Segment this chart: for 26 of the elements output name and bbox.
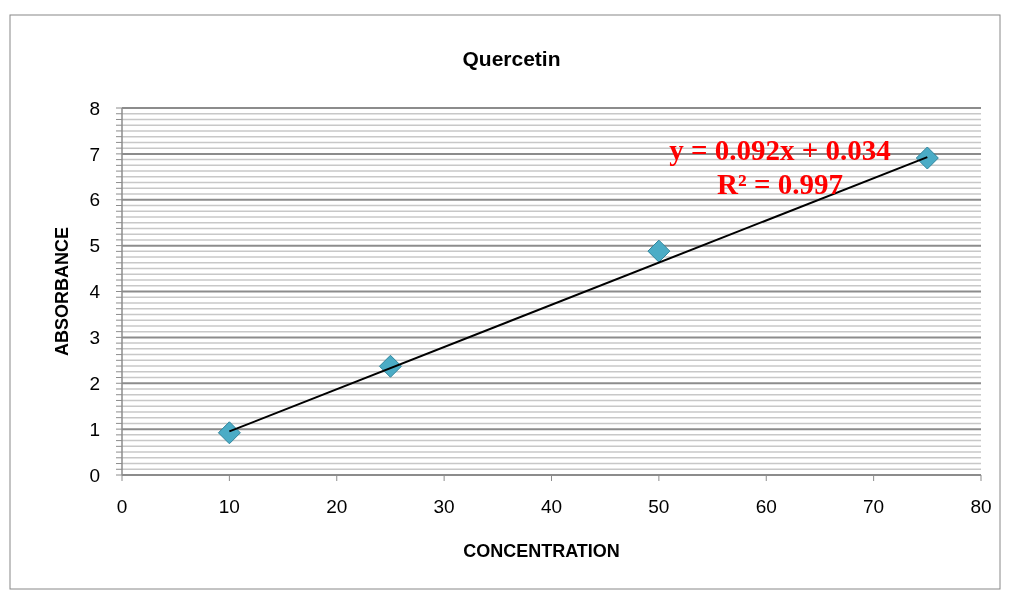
x-tick-label: 10 [218, 496, 240, 517]
y-tick-label: 6 [89, 189, 100, 211]
x-tick-label: 80 [970, 496, 992, 517]
x-tick-label: 40 [540, 496, 563, 517]
x-tick-label: 50 [648, 496, 670, 517]
y-tick-label: 2 [89, 372, 100, 394]
point [647, 239, 671, 263]
y-tick-label: 3 [89, 327, 100, 349]
x-tick-label: 20 [326, 496, 348, 517]
y-axis-title: ABSORBANCE [52, 226, 72, 357]
x-tick-label: 60 [755, 496, 777, 517]
x-tick-label: 30 [433, 496, 455, 517]
y-tick-label: 8 [89, 97, 100, 119]
y-tick-label: 5 [89, 235, 100, 257]
annotation: y = 0.092x + 0.034 [669, 134, 891, 166]
chart-title: Quercetin [462, 47, 561, 70]
point [915, 146, 939, 170]
y-tick-label: 1 [89, 418, 100, 440]
x-axis-title: CONCENTRATION [463, 541, 620, 561]
y-tick-label: 7 [89, 143, 100, 165]
y-tick-label: 0 [89, 464, 100, 486]
point [217, 421, 241, 445]
annotation: R² = 0.997 [717, 168, 843, 200]
x-tick-label: 0 [116, 496, 128, 517]
y-tick-label: 4 [89, 281, 101, 303]
x-tick-label: 70 [863, 496, 885, 517]
